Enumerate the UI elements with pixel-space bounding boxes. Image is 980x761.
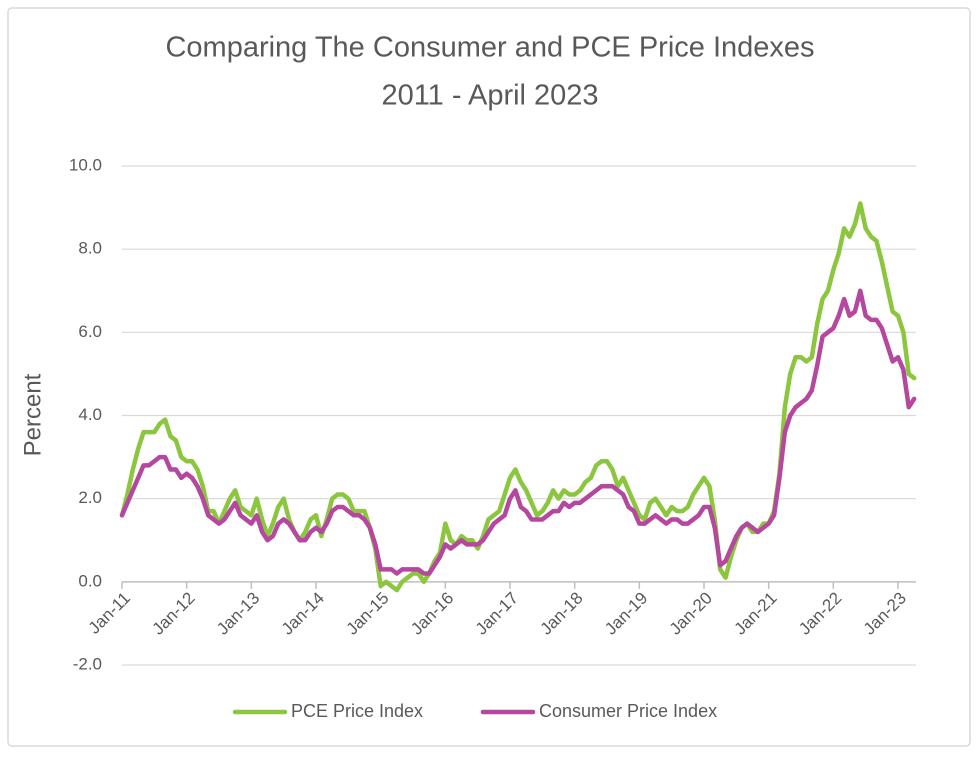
y-axis-title: Percent — [19, 373, 46, 456]
chart-title: Comparing The Consumer and PCE Price Ind… — [165, 32, 814, 64]
chart-subtitle: 2011 - April 2023 — [381, 80, 598, 112]
y-tick-label: 4.0 — [78, 405, 102, 424]
chart-border — [7, 7, 971, 747]
y-tick-label: 2.0 — [78, 488, 102, 507]
y-tick-label: 8.0 — [78, 239, 102, 258]
legend-label: PCE Price Index — [291, 701, 423, 721]
y-tick-label: 0.0 — [78, 571, 102, 590]
y-tick-label: 6.0 — [78, 322, 102, 341]
line-series — [119, 288, 917, 576]
legend-label: Consumer Price Index — [539, 701, 717, 721]
y-tick-label: 10.0 — [69, 155, 102, 174]
y-tick-label: -2.0 — [73, 654, 102, 673]
